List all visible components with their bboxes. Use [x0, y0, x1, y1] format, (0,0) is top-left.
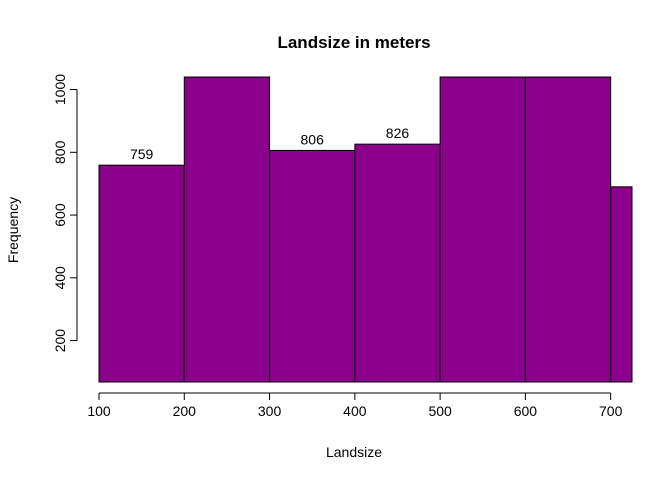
y-tick-label: 600: [52, 203, 68, 227]
y-axis: 200 400 600 800 1000: [52, 74, 78, 353]
data-labels-group: 759 806 826: [130, 125, 409, 162]
y-tick-label: 800: [52, 140, 68, 164]
histogram-bar-3: [269, 149, 356, 383]
histogram-bar-2: [183, 76, 271, 383]
x-axis: 100 200 300 400 500 600 700: [87, 392, 623, 419]
y-tick-label: 200: [52, 329, 68, 353]
histogram-bar-4: [354, 143, 441, 383]
x-tick-label: 700: [599, 403, 623, 419]
bars-group: [98, 76, 633, 383]
x-tick-label: 600: [514, 403, 538, 419]
histogram-bar-7: [610, 186, 633, 383]
bar-value-label-3: 806: [301, 131, 325, 147]
x-tick-label: 100: [87, 403, 111, 419]
x-tick-label: 400: [343, 403, 367, 419]
x-tick-label: 300: [258, 403, 282, 419]
x-tick-label: 200: [173, 403, 197, 419]
y-tick-label: 400: [52, 266, 68, 290]
y-axis-label: Frequency: [5, 197, 21, 263]
x-axis-label: Landsize: [326, 444, 382, 460]
bar-value-label-1: 759: [130, 146, 154, 162]
x-tick-label: 500: [428, 403, 452, 419]
chart-title: Landsize in meters: [277, 33, 430, 52]
y-tick-label: 1000: [52, 74, 68, 105]
histogram-bar-6: [524, 76, 612, 383]
bar-value-label-4: 826: [386, 125, 410, 141]
histogram-bar-1: [98, 164, 185, 383]
histogram-bar-5: [439, 76, 526, 383]
